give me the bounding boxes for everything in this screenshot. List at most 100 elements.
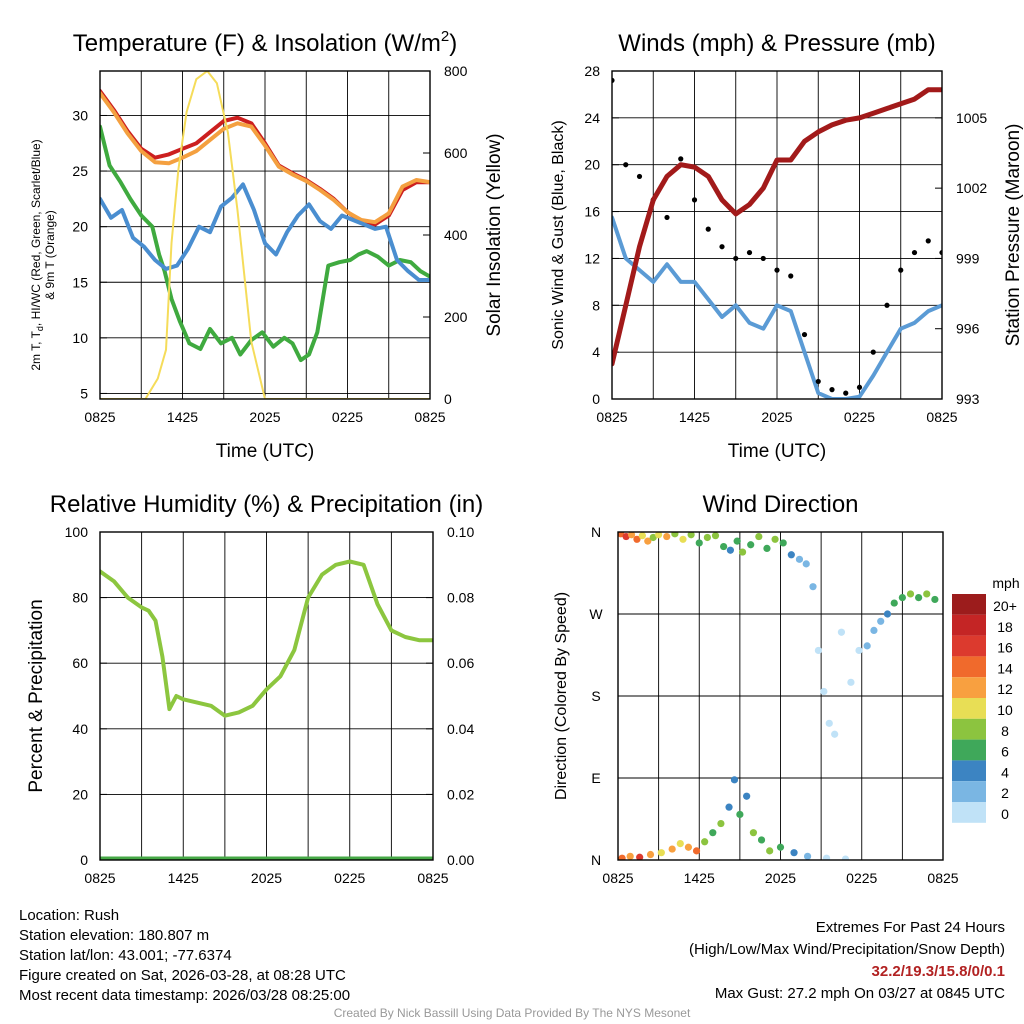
direction-point xyxy=(863,642,871,650)
legend-label: 4 xyxy=(1001,764,1009,780)
temperature-series-1-line xyxy=(100,91,430,225)
legend-swatch xyxy=(952,677,986,698)
direction-point xyxy=(755,532,763,541)
humidity-xtick-label: 0825 xyxy=(84,870,115,886)
direction-point xyxy=(831,730,839,738)
humidity-y2tick-label: 0.02 xyxy=(447,786,474,802)
direction-point xyxy=(709,829,717,837)
direction-plot-area xyxy=(618,532,939,860)
direction-point xyxy=(841,855,850,860)
legend-label: 16 xyxy=(997,640,1013,656)
direction-ytick-label: N xyxy=(591,524,601,540)
winds-ytick-label: 16 xyxy=(584,204,600,220)
winds-ytick-label: 24 xyxy=(584,110,600,126)
direction-point xyxy=(711,532,720,540)
temperature-xtick-label: 2025 xyxy=(249,409,280,425)
humidity-ytick-label: 100 xyxy=(65,524,89,540)
direction-point xyxy=(790,849,798,857)
direction-point xyxy=(720,542,728,551)
temperature-xtick-label: 0825 xyxy=(84,409,115,425)
humidity-plot-area xyxy=(100,559,433,860)
direction-point xyxy=(622,532,630,541)
temperature-ytick-label: 10 xyxy=(72,330,88,346)
winds-gust-point xyxy=(843,390,849,396)
direction-point xyxy=(725,803,733,811)
direction-chart: 0825 1425 2025 0225 0825 Wind Direction N E S W N D… xyxy=(553,491,1020,886)
speed-legend: mph 20+ 18 16 14 12 10 8 6 4 2 0 xyxy=(952,575,1020,823)
direction-point xyxy=(618,854,626,860)
humidity-ytick-label: 40 xyxy=(72,721,88,737)
location-label: Location: Rush xyxy=(19,907,120,924)
legend-swatch xyxy=(952,656,986,678)
temperature-series-3-line xyxy=(100,182,430,282)
direction-point xyxy=(627,532,636,539)
legend-swatch xyxy=(952,739,986,761)
recent-timestamp-label: Most recent data timestamp: 2026/03/28 0… xyxy=(19,987,351,1004)
direction-title: Wind Direction xyxy=(702,491,858,518)
humidity-xtick-label: 1425 xyxy=(168,870,199,886)
legend-label: 14 xyxy=(997,660,1013,676)
direction-point xyxy=(663,532,671,541)
direction-point xyxy=(749,829,758,837)
winds-xlabel: Time (UTC) xyxy=(728,441,827,462)
legend-label: 18 xyxy=(997,619,1013,635)
temperature-ylabel: 2m T, Td, HI/WC (Red, Green, Scarlet/Blu… xyxy=(29,139,45,370)
direction-point xyxy=(931,595,939,604)
humidity-series-0-line xyxy=(100,559,433,718)
direction-point xyxy=(915,594,923,602)
legend-label: 10 xyxy=(997,702,1013,718)
winds-gust-point xyxy=(815,378,821,385)
winds-ytick-label: 20 xyxy=(584,157,600,173)
direction-point xyxy=(743,792,751,800)
winds-ytick-label: 8 xyxy=(592,297,600,313)
max-gust-label: Max Gust: 27.2 mph On 03/27 at 0845 UTC xyxy=(714,985,1005,1002)
temperature-xtick-label: 1425 xyxy=(167,409,198,425)
direction-point xyxy=(695,539,703,547)
winds-y2tick-label: 993 xyxy=(956,391,980,407)
temperature-frame xyxy=(99,70,431,400)
direction-point xyxy=(717,819,725,828)
direction-point xyxy=(692,847,701,855)
direction-xtick-label: 2025 xyxy=(765,870,796,886)
winds-gust-point xyxy=(705,226,711,232)
legend-swatch xyxy=(952,781,986,802)
temperature-ytick-label: 15 xyxy=(72,274,88,290)
direction-point xyxy=(703,533,711,542)
legend-swatch xyxy=(952,802,986,823)
direction-point xyxy=(776,843,785,851)
direction-point xyxy=(733,537,741,545)
humidity-ytick-label: 0 xyxy=(80,852,88,868)
winds-gust-point xyxy=(664,214,670,221)
direction-ylabel: Direction (Colored By Speed) xyxy=(553,592,570,800)
winds-y2label: Station Pressure (Maroon) xyxy=(1003,124,1024,347)
direction-point xyxy=(855,646,863,655)
legend-label: 12 xyxy=(997,681,1013,697)
temperature-xtick-label: 0225 xyxy=(332,409,363,425)
winds-gust-point xyxy=(678,156,684,162)
winds-y2tick-label: 996 xyxy=(956,321,980,337)
direction-point xyxy=(847,678,855,686)
temperature-xlabel: Time (UTC) xyxy=(216,441,315,462)
winds-gust-point xyxy=(884,302,890,308)
winds-frame xyxy=(611,70,943,400)
winds-gust-point xyxy=(636,173,643,180)
winds-chart: 0825 1425 2025 0225 0825 Winds (mph) & Pressu… xyxy=(550,30,1024,462)
legend-label: 8 xyxy=(1001,723,1009,739)
humidity-frame xyxy=(99,531,434,861)
direction-point xyxy=(726,546,734,554)
winds-gust-point xyxy=(898,267,904,273)
winds-gust-point xyxy=(788,273,794,279)
direction-point xyxy=(906,590,915,598)
humidity-ytick-label: 60 xyxy=(72,655,88,671)
direction-point xyxy=(890,599,898,607)
winds-gust-point xyxy=(856,384,863,390)
ylabel-subscript: d xyxy=(35,326,45,331)
direction-xtick-label: 0225 xyxy=(846,870,877,886)
winds-ytick-label: 12 xyxy=(584,250,600,266)
legend-swatch xyxy=(952,718,986,740)
direction-point xyxy=(837,628,846,636)
direction-xtick-label: 0825 xyxy=(927,870,958,886)
direction-point xyxy=(638,532,646,540)
winds-xtick-label: 0825 xyxy=(596,409,627,425)
winds-gust-point xyxy=(691,197,698,203)
